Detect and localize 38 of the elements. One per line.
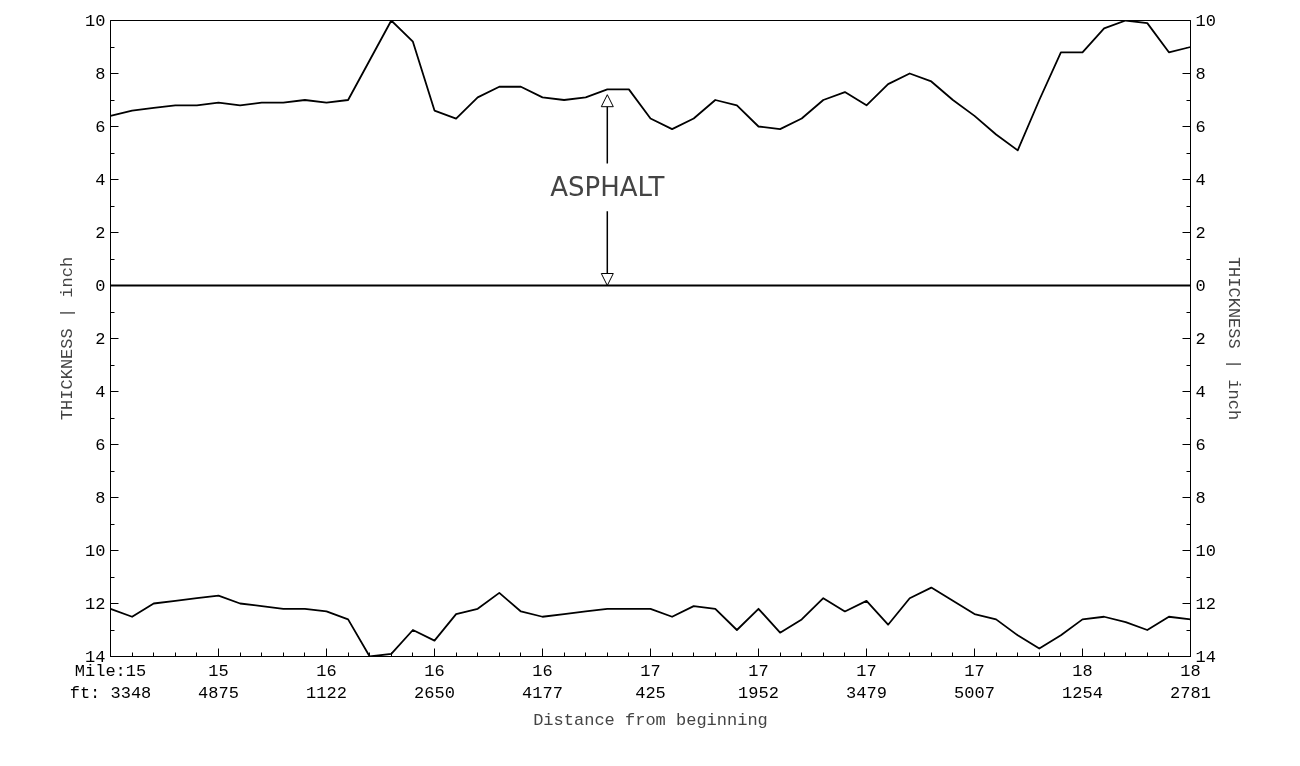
x-tick-label: 17 1952 [738,661,779,704]
x-tick-label: 15 4875 [198,661,239,704]
y-tick-label: 2 [95,224,106,243]
y2-axis-title: THICKNESS | inch [1223,256,1243,421]
y-tick-label: 0 [95,277,106,296]
y2-tick-label: 4 [1195,171,1206,190]
x-tick-label: 16 2650 [414,661,455,704]
y2-tick-label: 2 [1195,330,1206,349]
x-tick-label: 16 4177 [522,661,563,704]
x-tick-label: 18 1254 [1062,661,1103,704]
y2-tick-label: 6 [1195,118,1206,137]
x-tick-label: 16 1122 [306,661,347,704]
annotation: ASPHALT [550,172,665,203]
y-tick-label: 10 [85,12,106,31]
y-tick-label: 8 [95,65,106,84]
y-axis-title: THICKNESS | inch [58,256,78,421]
y2-tick-label: 10 [1195,12,1216,31]
y2-tick-label: 2 [1195,224,1206,243]
y2-tick-label: 8 [1195,65,1206,84]
y2-tick-label: 8 [1195,489,1206,508]
x-tick-label: 17 5007 [954,661,995,704]
x-tick-label: 18 2781 [1170,661,1211,704]
y-tick-label: 8 [95,489,106,508]
y-tick-label: 10 [85,542,106,561]
y-tick-label: 2 [95,330,106,349]
x-axis-title: Distance from beginning [533,711,768,731]
y-tick-label: 4 [95,171,106,190]
x-tick-label: 17 3479 [846,661,887,704]
y2-tick-label: 10 [1195,542,1216,561]
y-tick-label: 6 [95,436,106,455]
y-tick-label: 6 [95,118,106,137]
y2-tick-label: 12 [1195,595,1216,614]
y2-tick-label: 6 [1195,436,1206,455]
y-tick-label: 12 [85,595,106,614]
x-tick-label: 17 425 [635,661,666,704]
y2-tick-label: 4 [1195,383,1206,402]
y-tick-label: 4 [95,383,106,402]
y2-tick-label: 0 [1195,277,1206,296]
